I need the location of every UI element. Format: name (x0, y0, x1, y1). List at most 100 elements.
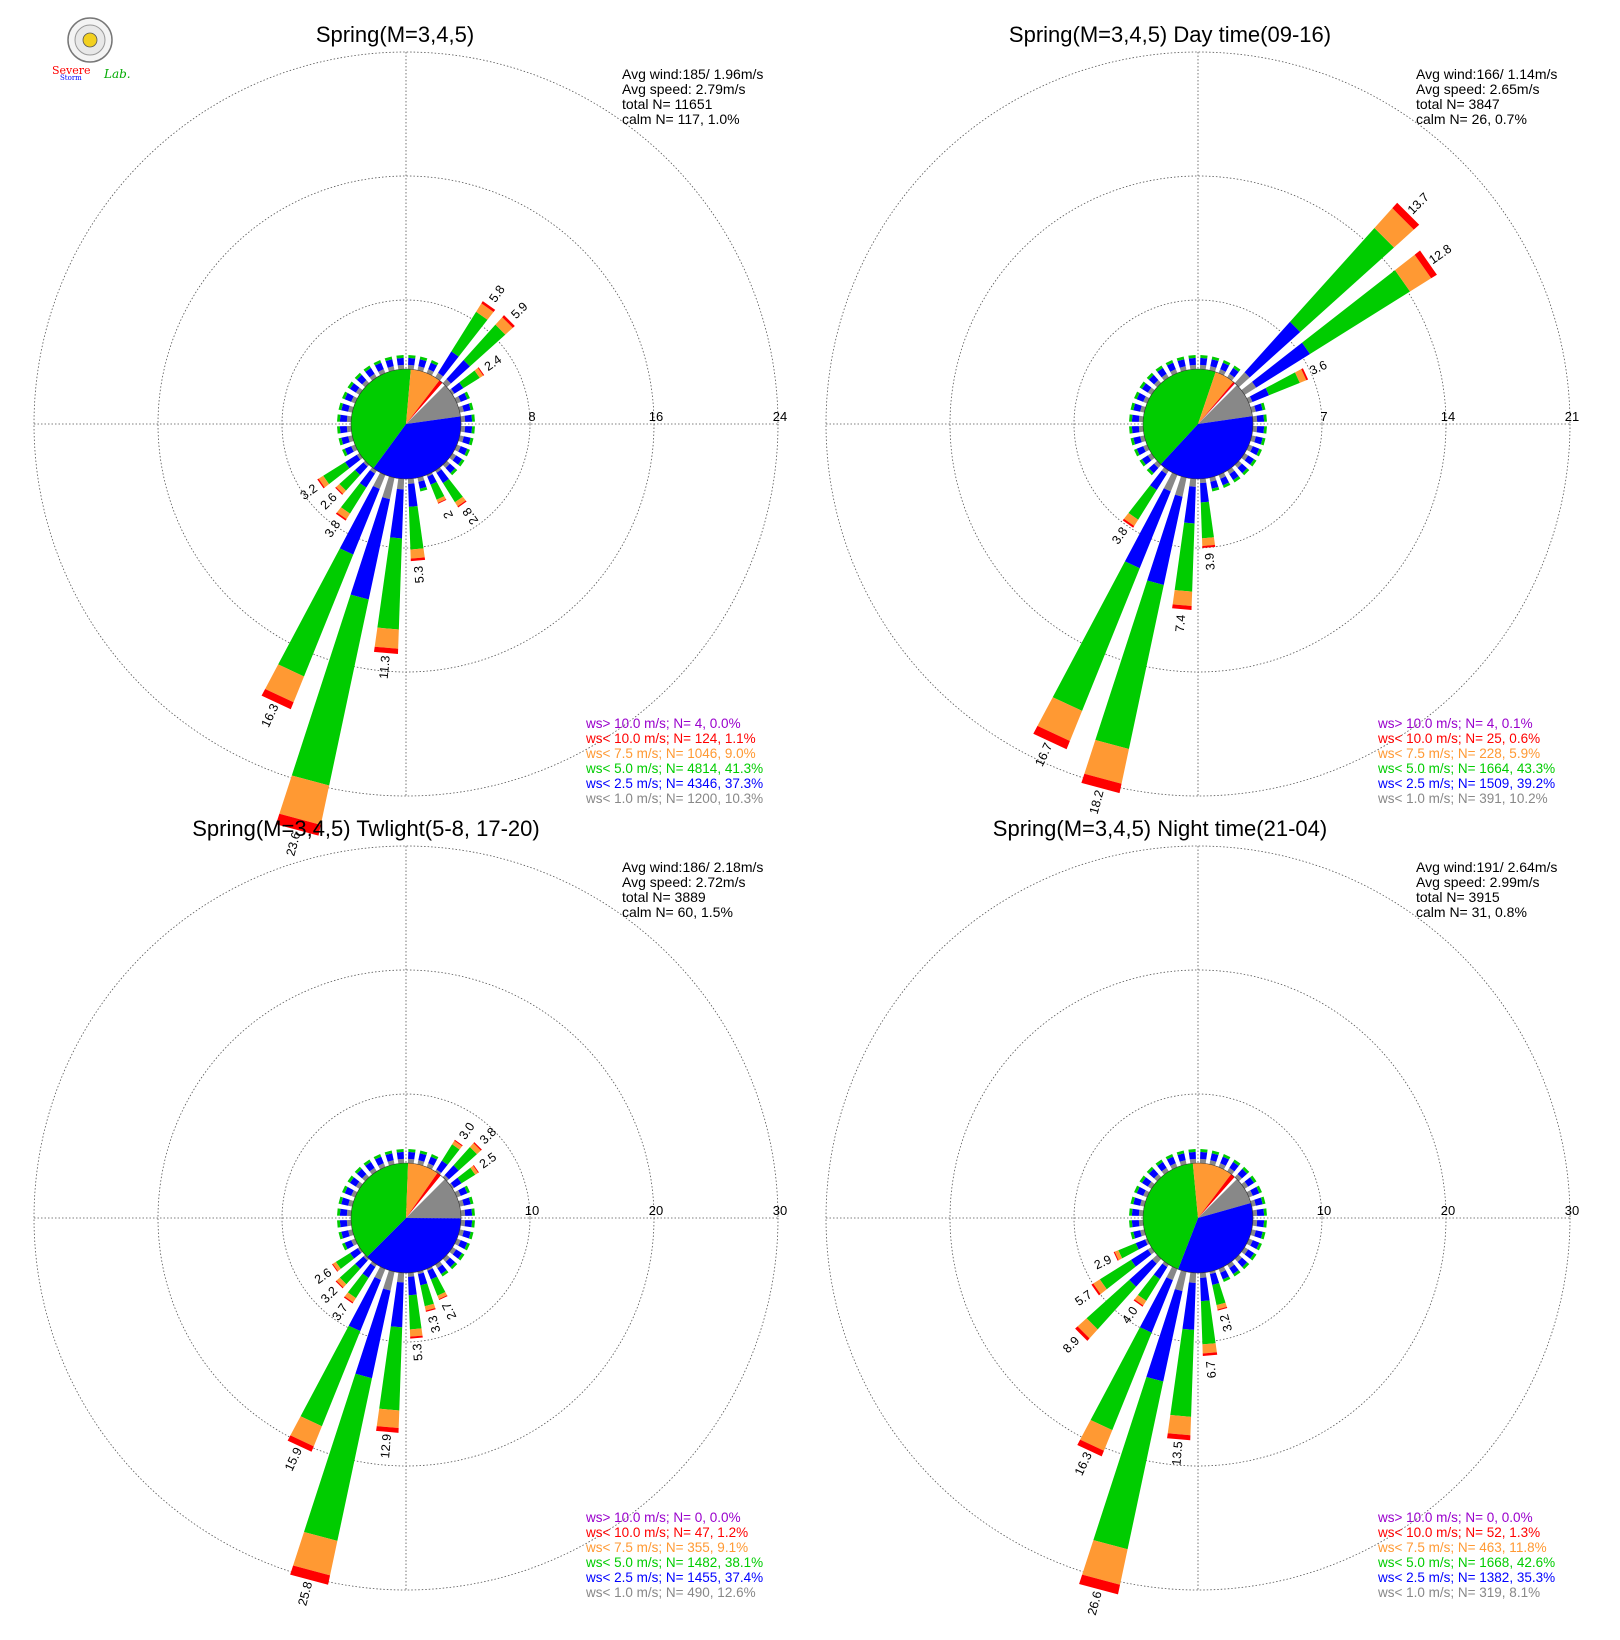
minor-bar-segment (450, 468, 458, 476)
minor-bar-segment (428, 362, 438, 372)
speed-class-pie-slice (406, 369, 440, 424)
stat-calm: calm N= 26, 0.7% (1416, 111, 1527, 127)
wind-bar-segment (336, 507, 351, 520)
minor-bar-segment (454, 396, 461, 404)
wind-bar-segment (1128, 485, 1157, 520)
minor-bar-segment (1188, 355, 1196, 359)
wind-bar-segment (410, 548, 425, 559)
minor-bar-segment (408, 357, 416, 366)
stat-total: total N= 3915 (1416, 889, 1500, 905)
wind-bar-segment (452, 1140, 463, 1150)
wind-bar-segment (451, 382, 464, 394)
bar-value-label: 18.2 (1087, 788, 1107, 815)
bar-value-label: 2.6 (318, 490, 340, 512)
wind-bar-segment (1135, 1239, 1148, 1250)
minor-bar-segment (1189, 364, 1197, 370)
minor-bar-segment (1139, 459, 1146, 467)
wind-bar-segment (1091, 1283, 1101, 1296)
minor-bar-segment (1199, 364, 1207, 370)
stat-total: total N= 11651 (622, 96, 713, 112)
bar-value-label: 4.0 (1119, 1304, 1140, 1326)
minor-bar-segment (426, 1163, 434, 1170)
minor-bar-segment (339, 1208, 348, 1216)
wind-bar-segment (1188, 1272, 1197, 1284)
pie-outline (1142, 368, 1254, 480)
wind-bar-segment (1079, 1574, 1121, 1595)
minor-bar-segment (408, 1151, 416, 1160)
wind-bar-segment (1150, 470, 1167, 491)
speed-class-pie-slice (406, 380, 443, 424)
legend-entry: ws< 5.0 m/s; N= 1482, 38.1% (585, 1555, 763, 1570)
minor-bar-segment (1242, 468, 1250, 476)
minor-bar-segment (1148, 463, 1159, 474)
minor-bar-segment (419, 356, 428, 362)
wind-bar-segment (408, 1276, 417, 1296)
minor-bar-segment (384, 1150, 393, 1156)
wind-bar-segment (1189, 478, 1197, 487)
wind-bar-segment (1174, 1270, 1187, 1292)
minor-bar-segment (1200, 1149, 1208, 1153)
minor-bar-segment (1237, 463, 1248, 474)
minor-bar-segment (397, 364, 405, 370)
legend-entry: ws< 7.5 m/s; N= 463, 11.8% (1377, 1540, 1547, 1555)
minor-bar-segment (1256, 448, 1262, 457)
minor-bar-segment (468, 1196, 474, 1205)
minor-bar-segment (418, 480, 427, 489)
minor-bar-segment (1143, 444, 1150, 452)
minor-bar-segment (1256, 1208, 1265, 1216)
minor-bar-segment (468, 1231, 474, 1240)
minor-bar-segment (1188, 357, 1196, 366)
minor-bar-segment (1227, 1167, 1235, 1175)
minor-bar-segment (458, 459, 465, 467)
minor-bar-segment (442, 460, 450, 468)
minor-bar-segment (1229, 1161, 1239, 1172)
legend-entry: ws< 1.0 m/s; N= 1200, 10.3% (585, 791, 763, 806)
legend-entry: ws< 5.0 m/s; N= 1668, 42.6% (1377, 1555, 1555, 1570)
wind-bar-segment (410, 557, 426, 562)
minor-bar-segment (1256, 1220, 1265, 1228)
wind-bar-segment (426, 1266, 433, 1271)
minor-bar-segment (351, 1238, 358, 1246)
minor-bar-segment (1250, 1175, 1257, 1183)
wind-bar-segment (1200, 482, 1209, 503)
minor-bar-segment (430, 360, 439, 366)
wind-bar-segment (1249, 387, 1270, 402)
minor-bar-segment (339, 426, 348, 434)
minor-bar-segment (369, 1167, 377, 1175)
wind-bar-segment (293, 1531, 338, 1576)
minor-bar-segment (1237, 1257, 1248, 1268)
minor-bar-segment (419, 1150, 428, 1156)
minor-bar-segment (1250, 1240, 1260, 1250)
minor-bar-segment (1211, 486, 1220, 492)
minor-bar-segment (1254, 1230, 1263, 1239)
minor-bar-segment (462, 1230, 471, 1239)
minor-bar-segment (1263, 414, 1267, 422)
minor-bar-segment (1242, 1262, 1250, 1270)
wind-bar-segment (1395, 254, 1432, 292)
wind-bar-segment (345, 454, 361, 469)
wind-bar-segment (1167, 1415, 1192, 1436)
minor-bar-segment (1165, 1154, 1174, 1160)
wind-bar-segment (1201, 537, 1215, 546)
bar-value-label: 3.2 (298, 481, 320, 502)
ring-label: 21 (1565, 409, 1579, 424)
minor-bar-segment (1254, 403, 1263, 412)
minor-bar-segment (445, 463, 456, 474)
speed-class-pie-slice (367, 1218, 461, 1273)
pie-outline (350, 368, 462, 480)
minor-bar-segment (363, 1159, 371, 1166)
bar-value-label: 15.9 (282, 1445, 305, 1473)
chart-title: Spring(M=3,4,5) Day time(09-16) (1009, 22, 1331, 47)
minor-bar-segment (1252, 425, 1258, 433)
minor-bar-segment (1166, 362, 1176, 372)
wind-bar-segment (1209, 1270, 1216, 1275)
wind-bar-segment (1302, 270, 1411, 355)
range-ring (33, 51, 779, 797)
wind-bar-segment (379, 1326, 403, 1411)
wind-bar-segment (1052, 561, 1140, 711)
minor-bar-segment (1263, 1208, 1267, 1216)
minor-bar-segment (396, 1149, 404, 1153)
range-ring (825, 845, 1571, 1591)
legend-entry: ws< 1.0 m/s; N= 391, 10.2% (1377, 791, 1548, 806)
